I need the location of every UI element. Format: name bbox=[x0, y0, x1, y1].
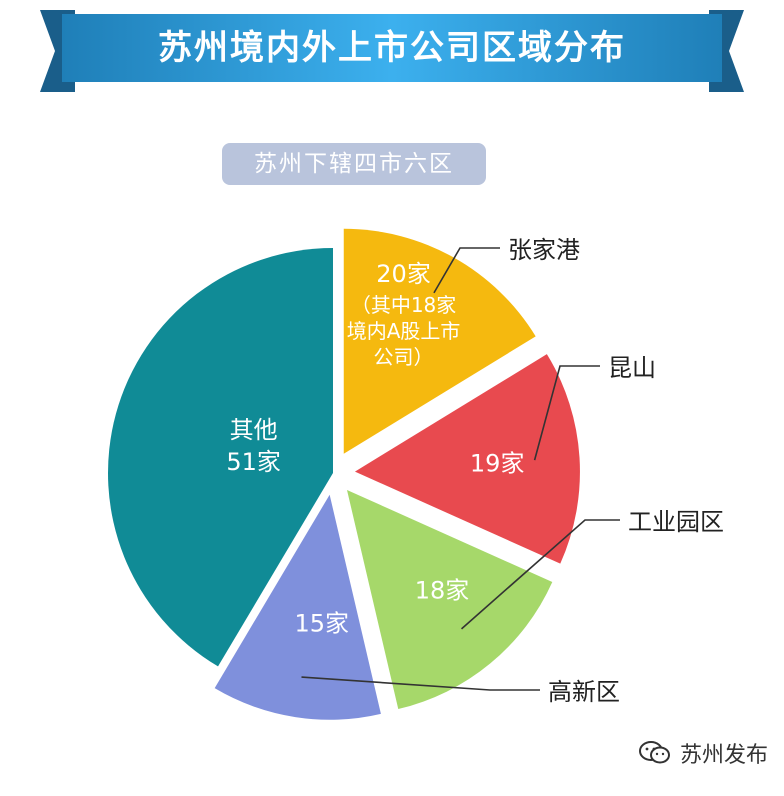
slice-value-label-2: 18家 bbox=[415, 577, 470, 605]
pie-slice-1 bbox=[354, 354, 580, 564]
callout-label-1: 昆山 bbox=[608, 354, 656, 382]
watermark: 苏州发布 bbox=[638, 738, 768, 768]
pie-slice-3 bbox=[214, 494, 381, 720]
slice-value-label-0: 20家 bbox=[376, 260, 431, 288]
pie-slice-0 bbox=[343, 228, 536, 454]
slice-value-label-4: 51家 bbox=[226, 448, 281, 476]
callout-line-1 bbox=[533, 365, 600, 461]
slice-value-label-1: 19家 bbox=[470, 449, 525, 477]
callout-label-0: 张家港 bbox=[508, 236, 580, 264]
slice-note-label-0-2: 公司） bbox=[374, 345, 434, 369]
callout-label-2: 工业园区 bbox=[628, 508, 724, 536]
slice-note-label-0-1: 境内A股上市 bbox=[347, 319, 461, 343]
slice-name-label-4: 其他 bbox=[230, 416, 278, 444]
pie-slice-2 bbox=[346, 489, 553, 710]
slice-note-label-0-0: （其中18家 bbox=[351, 293, 456, 317]
pie-slice-4 bbox=[108, 248, 333, 667]
slice-value-label-3: 15家 bbox=[294, 610, 349, 638]
wechat-icon bbox=[639, 741, 670, 764]
chart-subtitle: 苏州下辖四市六区 bbox=[222, 143, 486, 185]
callout-line-3 bbox=[301, 676, 540, 691]
banner-body bbox=[62, 14, 722, 82]
callout-line-0 bbox=[433, 247, 500, 294]
watermark-text: 苏州发布 bbox=[680, 743, 769, 768]
page-title: 苏州境内外上市公司区域分布 bbox=[158, 28, 626, 68]
title-banner bbox=[40, 10, 744, 92]
callout-line-2 bbox=[460, 519, 620, 630]
callout-label-3: 高新区 bbox=[548, 678, 620, 706]
